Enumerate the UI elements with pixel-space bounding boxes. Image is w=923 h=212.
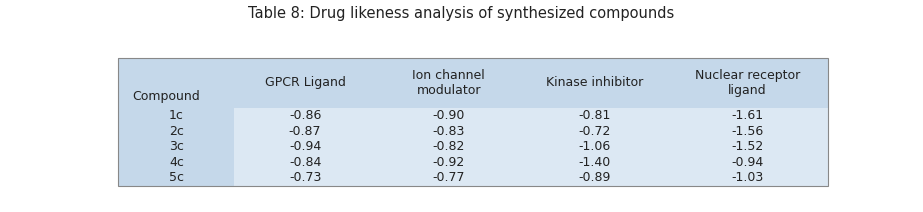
Text: -0.81: -0.81: [578, 109, 610, 122]
Text: -1.06: -1.06: [578, 140, 610, 153]
Text: -0.86: -0.86: [289, 109, 321, 122]
Text: -0.83: -0.83: [433, 125, 465, 138]
FancyBboxPatch shape: [234, 108, 828, 123]
Text: 4c: 4c: [169, 156, 184, 169]
Text: -0.84: -0.84: [289, 156, 321, 169]
Text: -0.77: -0.77: [433, 171, 465, 184]
Text: GPCR Ligand: GPCR Ligand: [265, 76, 345, 89]
Text: -0.82: -0.82: [433, 140, 465, 153]
Text: Ion channel
modulator: Ion channel modulator: [413, 69, 485, 97]
Text: -0.94: -0.94: [731, 156, 763, 169]
Text: -0.90: -0.90: [433, 109, 465, 122]
Text: -0.73: -0.73: [289, 171, 321, 184]
Text: -0.92: -0.92: [433, 156, 465, 169]
FancyBboxPatch shape: [118, 58, 828, 186]
Text: -0.89: -0.89: [578, 171, 610, 184]
Text: -0.87: -0.87: [289, 125, 321, 138]
Text: Table 8: Drug likeness analysis of synthesized compounds: Table 8: Drug likeness analysis of synth…: [248, 6, 675, 21]
Text: -0.72: -0.72: [578, 125, 610, 138]
Text: -1.03: -1.03: [731, 171, 763, 184]
FancyBboxPatch shape: [234, 139, 828, 155]
Text: -1.56: -1.56: [731, 125, 763, 138]
Text: -1.40: -1.40: [578, 156, 610, 169]
Text: 1c: 1c: [169, 109, 184, 122]
Text: -1.61: -1.61: [731, 109, 763, 122]
Text: 2c: 2c: [169, 125, 184, 138]
FancyBboxPatch shape: [234, 155, 828, 170]
Text: 3c: 3c: [169, 140, 184, 153]
Text: Kinase inhibitor: Kinase inhibitor: [545, 76, 643, 89]
Text: -1.52: -1.52: [731, 140, 763, 153]
Text: Nuclear receptor
ligand: Nuclear receptor ligand: [695, 69, 800, 97]
FancyBboxPatch shape: [234, 170, 828, 186]
Text: 5c: 5c: [169, 171, 184, 184]
Text: -0.94: -0.94: [289, 140, 321, 153]
Text: Compound: Compound: [132, 91, 200, 103]
FancyBboxPatch shape: [234, 123, 828, 139]
